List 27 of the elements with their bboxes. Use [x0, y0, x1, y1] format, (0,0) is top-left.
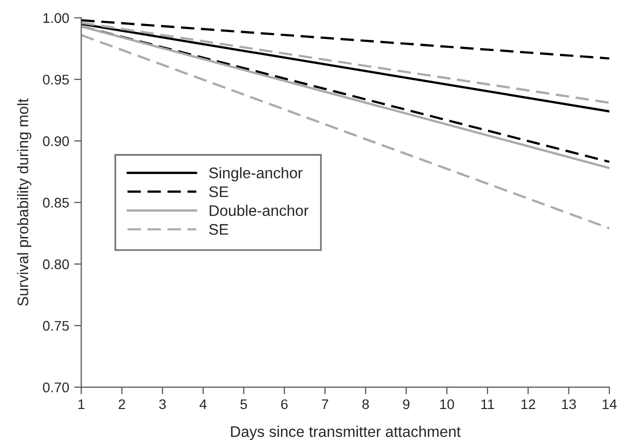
x-tick-label: 7: [322, 399, 328, 410]
y-tick-label: 1.00: [43, 13, 69, 23]
x-tick-label: 9: [403, 399, 410, 410]
y-tick-label: 0.75: [42, 320, 69, 331]
y-tick-label: 0.90: [42, 136, 69, 146]
x-tick-label: 11: [481, 399, 494, 410]
legend-label: Single-anchor: [209, 167, 303, 182]
x-tick-label: 14: [602, 399, 617, 410]
x-tick-label: 5: [240, 399, 248, 410]
legend-label: SE: [209, 224, 228, 235]
x-tick-label: 1: [78, 399, 84, 410]
x-tick-label: 12: [521, 399, 536, 410]
x-tick-label: 6: [281, 399, 288, 410]
x-axis-title: Days since transmitter attachment: [231, 426, 461, 440]
y-tick-label: 0.80: [42, 259, 69, 270]
legend-label: Double-anchor: [210, 204, 308, 216]
y-tick-label: 0.70: [42, 382, 69, 392]
y-tick-label: 0.85: [42, 198, 69, 208]
x-tick-label: 4: [200, 399, 207, 410]
y-axis-title: Survival probability during molt: [17, 98, 32, 306]
legend-label: SE: [209, 186, 228, 198]
x-tick-label: 8: [362, 399, 369, 410]
x-tick-label: 3: [159, 399, 166, 410]
x-tick-label: 10: [440, 399, 454, 410]
x-tick-label: 13: [562, 399, 576, 410]
x-tick-label: 2: [118, 399, 126, 410]
y-tick-label: 0.95: [42, 74, 69, 85]
